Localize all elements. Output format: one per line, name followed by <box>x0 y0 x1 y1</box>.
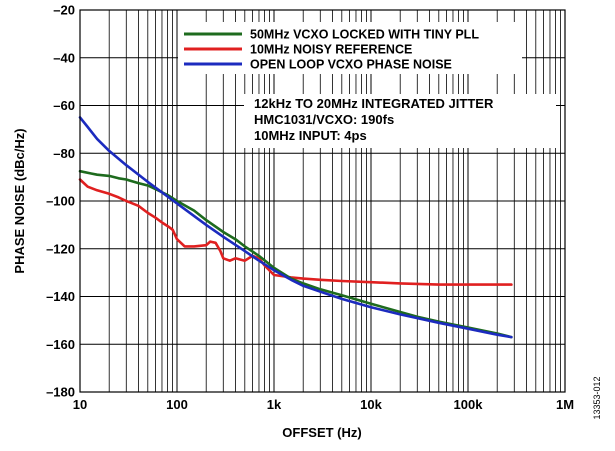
y-tick-label: –100 <box>46 194 75 209</box>
x-tick-label: 1k <box>267 397 282 412</box>
x-tick-labels: 10 100 1k 10k 100k 1M <box>73 397 574 412</box>
figure-id: 13353-012 <box>592 376 602 419</box>
series-layer <box>78 116 513 339</box>
series-line-2 <box>78 178 513 286</box>
y-tick-label: –40 <box>53 50 75 65</box>
y-tick-label: –180 <box>46 385 75 400</box>
series-line-1 <box>78 169 513 339</box>
x-tick-label: 10k <box>360 397 382 412</box>
y-tick-label: –160 <box>46 337 75 352</box>
plot-frame <box>79 9 566 393</box>
annotation-line-1: 12kHz TO 20MHz INTEGRATED JITTER <box>254 96 494 111</box>
y-axis-title: PHASE NOISE (dBc/Hz) <box>12 128 27 273</box>
jitter-annotation: 12kHz TO 20MHz INTEGRATED JITTER HMC1031… <box>244 94 556 148</box>
x-tick-label: 1M <box>556 397 574 412</box>
x-tick-label: 10 <box>73 397 87 412</box>
legend-label: OPEN LOOP VCXO PHASE NOISE <box>250 58 452 72</box>
x-tick-label: 100 <box>166 397 188 412</box>
legend-label: 10MHz NOISY REFERENCE <box>250 43 412 57</box>
y-tick-label: –140 <box>46 289 75 304</box>
y-tick-label: –80 <box>53 146 75 161</box>
y-tick-labels: –20 –40 –60 –80 –100 –120 –140 –160 –180 <box>46 3 75 400</box>
y-tick-label: –120 <box>46 241 75 256</box>
series-line-3 <box>78 116 513 339</box>
annotation-line-2: HMC1031/VCXO: 190fs <box>254 112 394 127</box>
y-tick-label: –20 <box>53 3 75 18</box>
legend-label: 50MHz VCXO LOCKED WITH TINY PLL <box>250 28 479 42</box>
annotation-box <box>244 94 556 148</box>
annotation-line-3: 10MHz INPUT: 4ps <box>254 128 367 143</box>
x-tick-label: 100k <box>454 397 484 412</box>
y-tick-label: –60 <box>53 98 75 113</box>
x-axis-title: OFFSET (Hz) <box>282 425 361 440</box>
